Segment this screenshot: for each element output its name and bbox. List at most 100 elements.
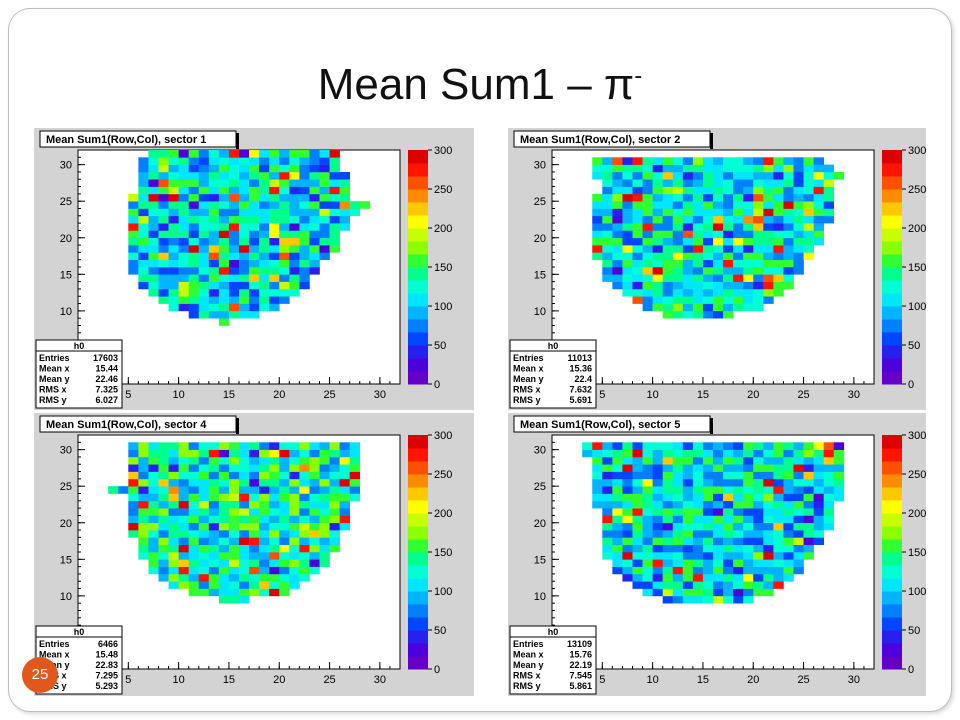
heatmap-cell (672, 588, 684, 597)
heatmap-cell (319, 442, 330, 450)
color-scale-step (882, 293, 902, 307)
x-tick-label: 20 (747, 674, 759, 686)
heatmap-cell (319, 464, 330, 472)
y-tick-label: 10 (534, 591, 546, 603)
heatmap-cell (612, 456, 623, 465)
heatmap-cell (128, 471, 139, 480)
heatmap-cell (743, 201, 754, 209)
heatmap-cell (329, 478, 340, 487)
heatmap-cell (672, 522, 684, 531)
heatmap-cell (239, 215, 250, 224)
heatmap-cell (249, 193, 260, 202)
heatmap-cell (672, 573, 684, 582)
heatmap-cell (682, 230, 694, 239)
heatmap-cell (249, 164, 260, 173)
heatmap-cell (198, 442, 210, 450)
heatmap-cell (138, 201, 149, 209)
heatmap-cell (702, 288, 714, 297)
heatmap-cell (329, 522, 340, 531)
heatmap-cell (198, 310, 210, 319)
heatmap-cell (228, 581, 240, 589)
heatmap-cell (239, 456, 250, 465)
heatmap-cell (612, 442, 623, 450)
heatmap-cell (128, 259, 139, 268)
heatmap-cell (208, 537, 220, 545)
heatmap-cell (743, 281, 754, 290)
heatmap-cell (723, 230, 734, 239)
heatmap-cell (702, 281, 714, 290)
heatmap-cell (833, 442, 845, 450)
heatmap-cell (178, 164, 189, 173)
heatmap-cell (319, 245, 330, 253)
heatmap-cell (723, 193, 734, 202)
heatmap-cell (632, 237, 643, 246)
heatmap-cell (279, 274, 290, 282)
heatmap-cell (259, 515, 270, 524)
heatmap-cell (259, 179, 270, 187)
heatmap-cell (319, 186, 330, 195)
heatmap-cell (339, 193, 350, 202)
heatmap-cell (602, 215, 613, 224)
heatmap-cell (723, 508, 734, 516)
heatmap-cell (682, 157, 694, 165)
heatmap-cell (339, 486, 350, 494)
heatmap-cell (148, 493, 159, 502)
heatmap-cell (339, 500, 350, 509)
heatmap-cell (642, 530, 653, 538)
heatmap-cell (642, 500, 653, 509)
heatmap-cell (188, 223, 200, 231)
x-tick-label: 15 (223, 674, 235, 686)
heatmap-cell (793, 201, 804, 209)
heatmap-cell (682, 267, 694, 275)
heatmap-cell (309, 522, 320, 531)
heatmap-cell (692, 310, 704, 319)
heatmap-cell (813, 223, 824, 231)
heatmap-cell (763, 449, 774, 458)
heatmap-cell (642, 164, 653, 173)
heatmap-cell (289, 237, 300, 246)
color-scale-step (882, 435, 902, 449)
heatmap-cell (682, 449, 694, 458)
heatmap-cell (672, 544, 684, 553)
color-scale-step (408, 435, 428, 449)
heatmap-cell (602, 245, 613, 253)
heatmap-cell (652, 230, 663, 239)
heatmap-cell (208, 281, 220, 290)
heatmap-cell (642, 179, 653, 187)
heatmap-cell (148, 500, 159, 509)
heatmap-cell (692, 456, 704, 465)
heatmap-cell (803, 508, 814, 516)
heatmap-cell (339, 456, 350, 465)
heatmap-cell (763, 201, 774, 209)
heatmap-cell (713, 522, 724, 531)
heatmap-cell (289, 493, 300, 502)
heatmap-cell (309, 566, 320, 575)
heatmap-cell (733, 522, 744, 531)
heatmap-cell (188, 310, 200, 319)
stats-value: 22.46 (95, 374, 118, 384)
heatmap-cell (713, 500, 724, 509)
heatmap-cell (228, 259, 240, 268)
heatmap-cell (239, 464, 250, 472)
heatmap-cell (733, 500, 744, 509)
heatmap-cell (672, 464, 684, 472)
heatmap-cell (743, 573, 754, 582)
histogram-title: Mean Sum1(Row,Col), sector 4 (46, 419, 207, 431)
stats-label: Mean x (39, 650, 70, 660)
heatmap-cell (713, 486, 724, 494)
heatmap-cell (622, 288, 633, 297)
heatmap-cell (632, 500, 643, 509)
heatmap-cell (743, 259, 754, 268)
heatmap-cell (592, 245, 603, 253)
heatmap-cell (239, 500, 250, 509)
heatmap-cell (632, 186, 643, 195)
heatmap-cell (592, 449, 603, 458)
heatmap-cell (168, 296, 179, 304)
heatmap-cell (813, 442, 824, 450)
heatmap-cell (188, 500, 200, 509)
heatmap-cell (783, 493, 794, 502)
heatmap-cell (652, 193, 663, 202)
heatmap-cell (793, 267, 804, 275)
heatmap-cell (803, 552, 814, 560)
heatmap-cell (642, 296, 653, 304)
